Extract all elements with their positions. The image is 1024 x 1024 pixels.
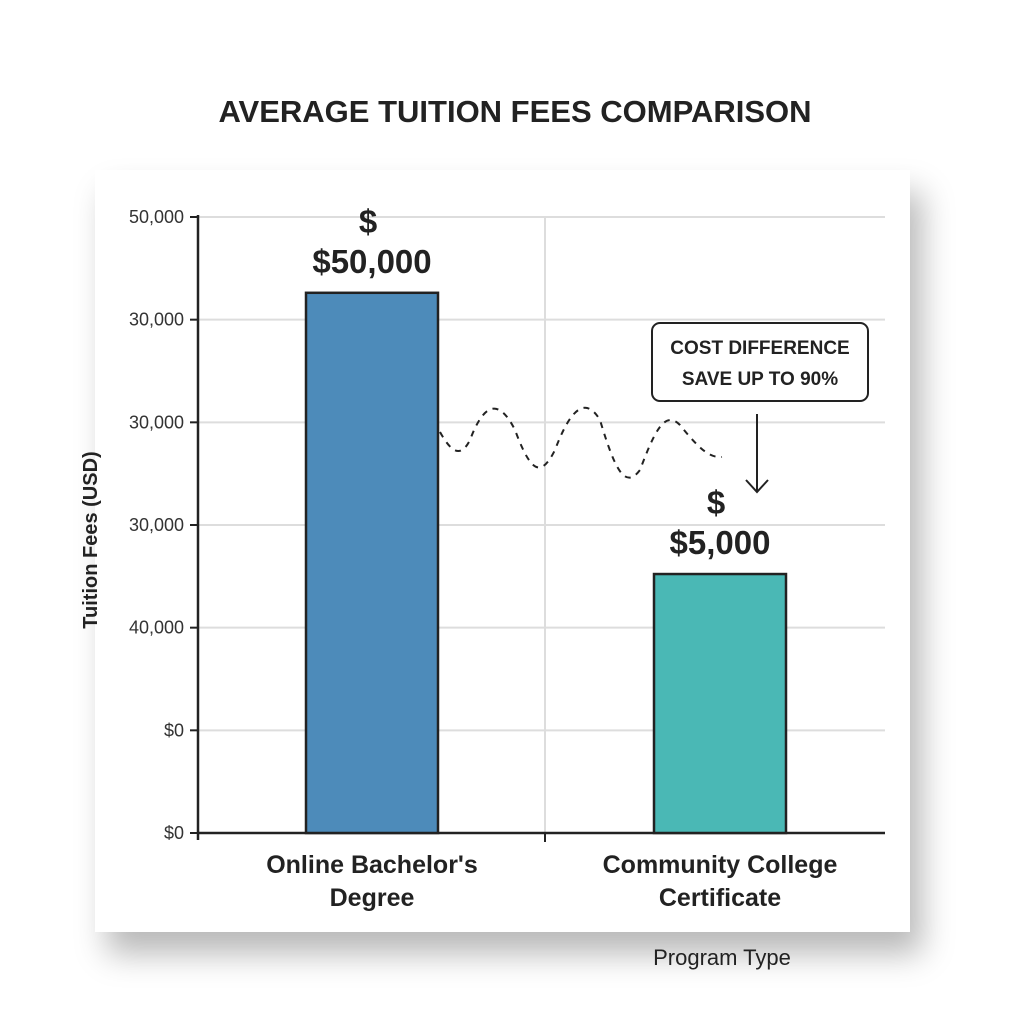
- x-axis-label: Program Type: [653, 945, 791, 970]
- annotation-line-1: COST DIFFERENCE: [670, 338, 849, 359]
- y-tick-label: $0: [164, 823, 184, 843]
- dollar-icon: $: [359, 203, 377, 240]
- y-tick-label: 30,000: [129, 310, 184, 330]
- bar: [652, 572, 788, 835]
- category-label: Certificate: [659, 884, 781, 912]
- y-tick-label: 30,000: [129, 515, 184, 535]
- data-label: $50,000: [312, 243, 431, 280]
- down-arrow-icon: [745, 414, 769, 494]
- y-tick-label: 30,000: [129, 412, 184, 432]
- y-axis-label: Tuition Fees (USD): [80, 451, 102, 628]
- dollar-icon: $: [707, 484, 725, 521]
- data-label: $5,000: [670, 524, 771, 561]
- chart-title: AVERAGE TUITION FEES COMPARISON: [218, 94, 811, 129]
- dashed-wave-connector: [439, 406, 723, 479]
- category-label: Degree: [330, 884, 415, 912]
- y-axis-ticks: 50,000 30,000 30,000 30,000 40,000 $0 $0: [129, 207, 198, 843]
- annotation-box: [651, 322, 869, 402]
- y-tick-label: 50,000: [129, 207, 184, 227]
- annotation-line-2: SAVE UP TO 90%: [682, 369, 838, 390]
- y-tick-label: 40,000: [129, 618, 184, 638]
- y-tick-label: $0: [164, 720, 184, 740]
- bar: [304, 291, 440, 835]
- bars: $50,000$Online Bachelor'sDegree$5,000$Co…: [266, 203, 837, 912]
- category-label: Online Bachelor's: [266, 851, 478, 879]
- category-label: Community College: [603, 851, 838, 879]
